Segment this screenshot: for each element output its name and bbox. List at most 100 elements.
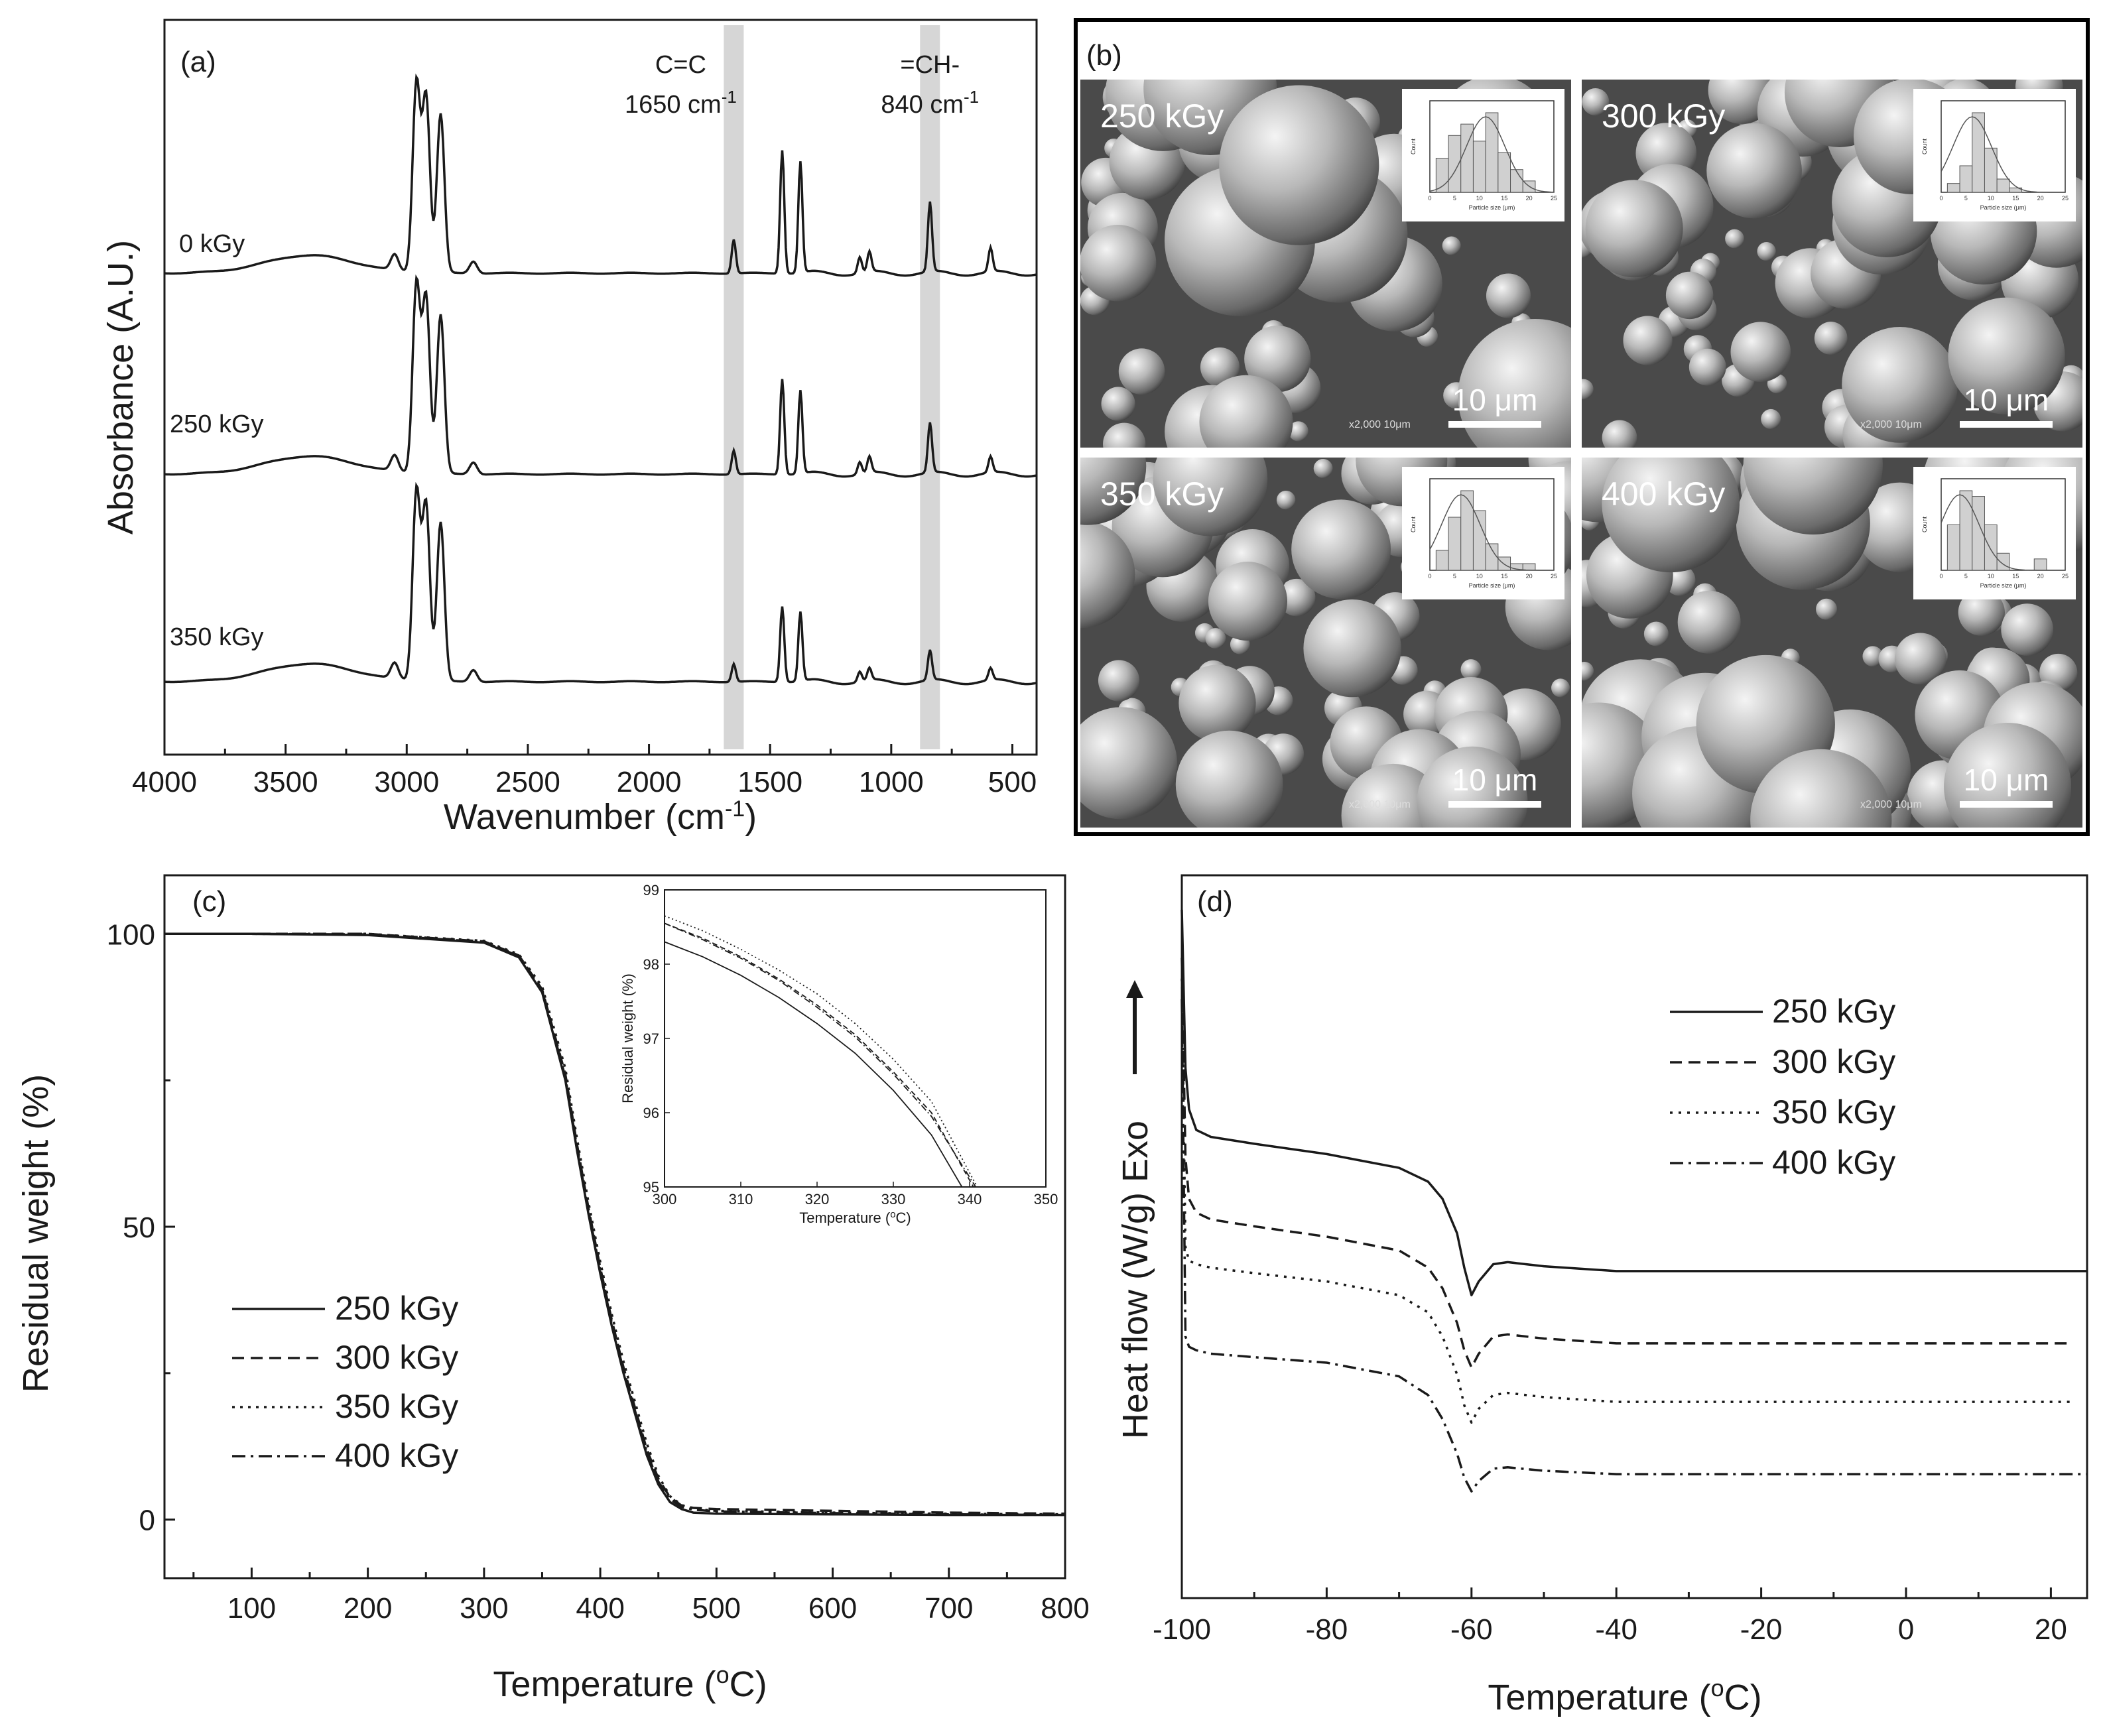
legend-label-0: 250 kGy <box>335 1290 458 1327</box>
panel-a-frame <box>163 19 1038 756</box>
hist-x-tick: 0 <box>1939 195 1943 202</box>
particle <box>1278 578 1316 617</box>
exo-arrow-icon <box>1126 980 1143 1074</box>
panel-b-sem: 250 kGy 10 μm x2,000 10μm 0 5 10 15 20 25 Particl… <box>1074 18 2090 836</box>
particle <box>1585 180 1683 278</box>
hist-x-tick: 10 <box>1476 195 1483 202</box>
hist-y-label: Count <box>1410 139 1417 155</box>
hist-x-tick: 5 <box>1453 195 1456 202</box>
panel-label-b: (b) <box>1086 39 1122 72</box>
particle <box>1288 421 1308 442</box>
inset-x-tick-label-1: 310 <box>729 1191 753 1208</box>
hist-x-tick: 5 <box>1964 195 1968 202</box>
scale-bar <box>1960 421 2053 428</box>
hist-bar-4 <box>1996 178 2010 193</box>
inset-x-tick-label-2: 320 <box>805 1191 830 1208</box>
scale-bar-label-0: 10 μm <box>1452 383 1538 417</box>
x-tick-label-5: 600 <box>808 1592 857 1625</box>
particle <box>1458 319 1571 448</box>
hist-bar-0 <box>1946 524 1960 571</box>
legend-c: 250 kGy 300 kGy 350 kGy 400 kGy <box>232 1290 458 1474</box>
highlight-bands <box>724 25 940 749</box>
particle <box>1730 322 1791 382</box>
hist-y-label: Count <box>1921 517 1928 533</box>
inset-series-3 <box>664 922 976 1188</box>
particle <box>1551 678 1570 698</box>
y-tick-label-1: 50 <box>123 1211 155 1244</box>
hist-x-tick: 20 <box>1526 195 1533 202</box>
particle <box>1244 326 1311 393</box>
legend-label-1: 300 kGy <box>1772 1043 1895 1080</box>
hist-bar-0 <box>1435 550 1449 571</box>
particle <box>1276 490 1296 510</box>
hist-bar-2 <box>1972 112 1985 193</box>
band-label-1-position: 840 cm-1 <box>881 87 979 119</box>
dsc-series-0 <box>1180 909 2087 1296</box>
panel-label-a: (a) <box>180 46 216 78</box>
x-tick-label-5: 0 <box>1898 1613 1914 1646</box>
particle <box>1582 88 1610 116</box>
panel-d-dsc: -100 -80 -60 -40 -20 0 20 (d) 250 kGy 300 kGy 35… <box>1115 874 2088 1718</box>
inset-x-tick-label-0: 300 <box>653 1191 677 1208</box>
particle <box>1179 664 1256 742</box>
legend-label-2: 350 kGy <box>335 1388 458 1425</box>
particle <box>1689 348 1726 386</box>
inset-y-tick-label-0: 95 <box>643 1179 659 1196</box>
hist-x-tick: 10 <box>1476 573 1483 580</box>
sem-image-3: 400 kGy 10 μm x2,000 10μm 0 5 10 15 20 25 Particl… <box>1582 458 2082 828</box>
hist-x-tick: 0 <box>1428 195 1431 202</box>
legend-label-2: 350 kGy <box>1772 1093 1895 1131</box>
x-tick-label-6: 20 <box>2035 1613 2067 1646</box>
histogram-inset-1: 0 5 10 15 20 25 Particle size (μm) Count <box>1913 89 2076 221</box>
inset-x-tick-label-5: 350 <box>1034 1191 1058 1208</box>
sem-particles <box>1080 458 1571 828</box>
ftir-series-0 <box>164 73 1037 277</box>
hist-x-label: Particle size (μm) <box>1980 204 2027 211</box>
inset-y-tick-label-1: 96 <box>643 1105 659 1121</box>
particle <box>1677 590 1741 654</box>
highlight-band-0 <box>724 25 744 749</box>
dsc-curves <box>1180 909 2087 1493</box>
hist-x-tick: 10 <box>1988 573 1994 580</box>
panel-label-d: (d) <box>1197 885 1233 918</box>
hist-bar-3 <box>1472 141 1486 193</box>
x-axis-label-a: Wavenumber (cm-1) <box>444 796 757 837</box>
particle <box>1862 646 1883 667</box>
particle <box>1080 707 1177 820</box>
x-axis-label-d: Temperature (oC) <box>1488 1674 1761 1718</box>
scale-bar-label-1: 10 μm <box>1964 383 2049 417</box>
x-tick-label-1: -80 <box>1306 1613 1348 1646</box>
particle <box>1080 224 1157 302</box>
hist-bar-1 <box>1448 517 1462 571</box>
series-label-2: 350 kGy <box>170 623 264 651</box>
particle <box>1303 599 1401 698</box>
inset-x-tick-label-4: 340 <box>958 1191 982 1208</box>
particle <box>1842 327 1958 443</box>
hist-fit-curve <box>1429 494 1554 571</box>
series-label-0: 0 kGy <box>179 230 245 258</box>
particle <box>1103 422 1146 448</box>
hist-y-label: Count <box>1410 517 1417 533</box>
sem-image-grid: 250 kGy 10 μm x2,000 10μm 0 5 10 15 20 25 Particl… <box>1080 80 2082 828</box>
y-tick-label-2: 100 <box>107 918 155 951</box>
particle <box>1725 229 1744 249</box>
x-tick-label-0: 4000 <box>132 766 197 798</box>
particle <box>1814 322 1848 355</box>
series-label-1: 250 kGy <box>170 410 264 438</box>
inset-y-tick-label-4: 99 <box>643 882 659 899</box>
scale-bar <box>1448 801 1541 808</box>
legend-d: 250 kGy 300 kGy 350 kGy 400 kGy <box>1670 993 1895 1181</box>
inset-series-1 <box>664 922 974 1188</box>
panel-d-frame <box>1180 874 2088 1599</box>
inset-x-tick-label-3: 330 <box>881 1191 906 1208</box>
particle <box>1313 458 1333 478</box>
x-tick-label-3: -40 <box>1595 1613 1637 1646</box>
ftir-curves <box>164 73 1037 686</box>
hist-bar-6 <box>1510 169 1523 193</box>
hist-x-tick: 5 <box>1453 573 1456 580</box>
particle <box>1442 236 1461 255</box>
particle <box>1205 628 1226 649</box>
dsc-series-3 <box>1180 999 2087 1493</box>
particle <box>1816 598 1838 620</box>
